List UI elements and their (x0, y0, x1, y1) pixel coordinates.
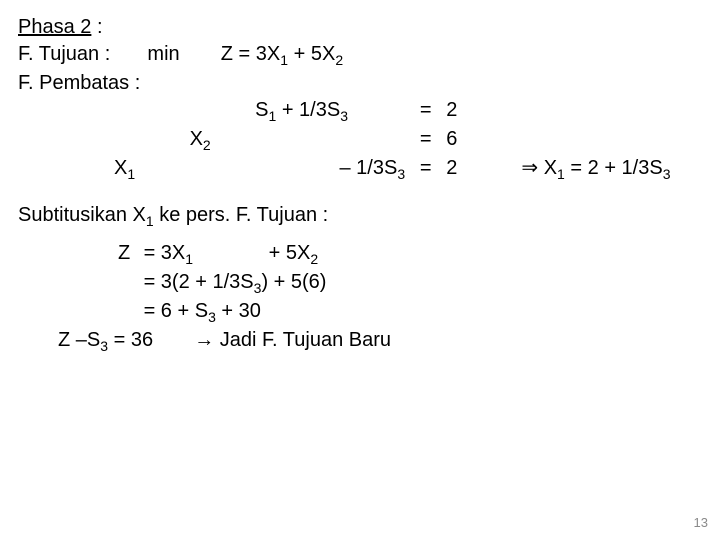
sub-t2: ke pers. F. Tujuan : (154, 204, 329, 226)
constraints-block: S1 + 1/3S3 = 2 X2 = 6 X1 – 1/3S3 = 2 (114, 97, 702, 184)
phase-label: Phasa 2 (18, 16, 91, 38)
r3-x1-sym: X (114, 157, 127, 179)
r3-eq: = (411, 155, 441, 182)
obj-sub2: 2 (335, 52, 343, 68)
constraint-row-3: X1 – 1/3S3 = 2 ⇒ X1 = 2 + 1/3S3 (114, 155, 702, 184)
constraint-row-2: X2 = 6 (114, 126, 702, 155)
pembatas-label: F. Pembatas : (18, 70, 702, 97)
impl-lhs: X (544, 157, 557, 179)
z4-conclusion: Jadi F. Tujuan Baru (220, 329, 391, 351)
z1-sub1: 1 (185, 251, 193, 267)
r1-s-sym: S (255, 99, 268, 121)
r1-rhs: 2 (446, 97, 476, 124)
r1-s: S1 + 1/3S3 (255, 97, 405, 126)
constraint-row-1: S1 + 1/3S3 = 2 (114, 97, 702, 126)
z1-a: = 3X (144, 242, 186, 264)
z2-a: = 3(2 + 1/3S (144, 271, 254, 293)
z3-a: = 6 + S (144, 300, 209, 322)
obj-z: Z = 3X (221, 43, 280, 65)
z-line-4: Z –S3 = 36 → Jadi F. Tujuan Baru (58, 327, 702, 356)
implication-arrow-icon: ⇒ (521, 157, 538, 179)
r1-s-mid: + 1/3S (276, 99, 340, 121)
z1-rhs: = 3X1 + 5X2 (144, 242, 319, 264)
impl-eq: = 2 + 1/3S (565, 157, 663, 179)
slide-body: Phasa 2 : F. Tujuan : min Z = 3X1 + 5X2 … (0, 0, 720, 540)
impl-text: X1 = 2 + 1/3S3 (544, 157, 671, 179)
r3-s-mid: – 1/3S (340, 157, 398, 179)
r3-x1: X1 (114, 155, 184, 184)
min-label: min (147, 43, 179, 65)
r3-s-sub2: 3 (397, 166, 405, 182)
z1-sub2: 2 (310, 251, 318, 267)
r2-x2-sym: X (190, 128, 203, 150)
r2-x2: X2 (190, 126, 250, 155)
z4-b: = 36 (108, 329, 153, 351)
phase-colon: : (91, 16, 102, 38)
r3-x1-sub: 1 (127, 166, 135, 182)
objective-line: F. Tujuan : min Z = 3X1 + 5X2 (18, 41, 702, 70)
z-line-2: = 3(2 + 1/3S3) + 5(6) (118, 269, 702, 298)
z-line-3: = 6 + S3 + 30 (118, 298, 702, 327)
z3-rhs: = 6 + S3 + 30 (144, 300, 261, 322)
z2-rhs: = 3(2 + 1/3S3) + 5(6) (144, 271, 327, 293)
sub-t1: Subtitusikan X (18, 204, 146, 226)
z3-b: + 30 (216, 300, 261, 322)
obj-sub1: 1 (280, 52, 288, 68)
obj-plus: + 5X (288, 43, 335, 65)
r2-x2-sub: 2 (203, 137, 211, 153)
z2-b: ) + 5(6) (261, 271, 326, 293)
phase-heading: Phasa 2 : (18, 14, 702, 41)
tujuan-label: F. Tujuan : (18, 43, 110, 65)
z4-a: Z –S (58, 329, 100, 351)
z1-b: + 5X (263, 242, 310, 264)
z3-sub: 3 (208, 309, 216, 325)
r2-eq: = (411, 126, 441, 153)
z-derivation: Z = 3X1 + 5X2 = 3(2 + 1/3S3) + 5(6) = 6 … (118, 240, 702, 356)
z-line-1: Z = 3X1 + 5X2 (118, 240, 702, 269)
arrow-right-icon: → (194, 329, 214, 351)
r1-s-sub2: 3 (340, 108, 348, 124)
z4-sub: 3 (100, 338, 108, 354)
z1-lhs: Z (118, 240, 138, 267)
impl-lhs-sub: 1 (557, 166, 565, 182)
r3-rhs: 2 (446, 155, 476, 182)
r3-s: – 1/3S3 (255, 155, 405, 184)
z4-lhs: Z –S3 = 36 (58, 329, 159, 351)
page-number: 13 (694, 514, 708, 532)
substitution-line: Subtitusikan X1 ke pers. F. Tujuan : (18, 202, 702, 231)
r1-eq: = (411, 97, 441, 124)
r2-rhs: 6 (446, 126, 476, 153)
sub-t1-sub: 1 (146, 213, 154, 229)
impl-rhs-sub: 3 (663, 166, 671, 182)
